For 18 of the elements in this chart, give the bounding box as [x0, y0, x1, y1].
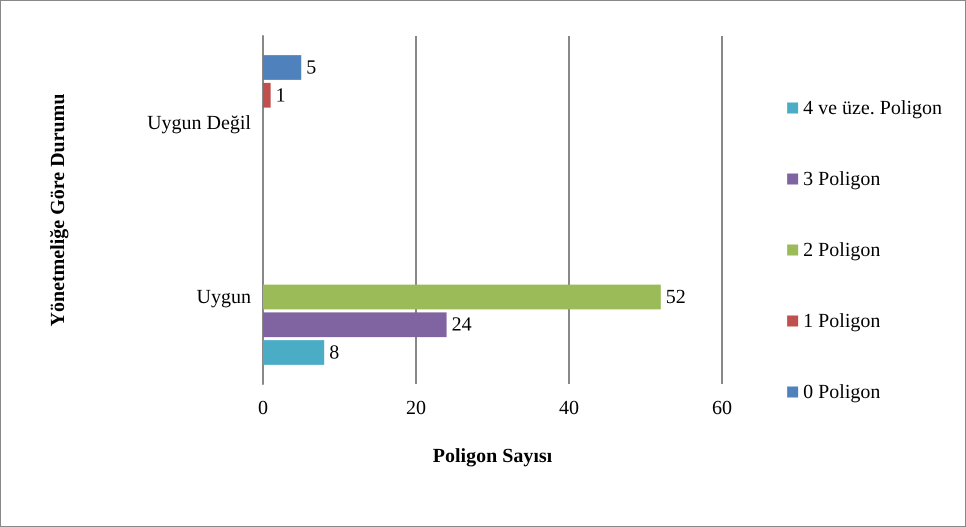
legend-label: 0 Poligon	[803, 381, 880, 403]
x-tick-label: 40	[559, 397, 579, 419]
data-label: 8	[329, 341, 340, 364]
legend-label: 1 Poligon	[803, 310, 880, 332]
x-tick-label: 0	[258, 397, 268, 419]
data-label: 52	[666, 286, 686, 308]
legend-label: 2 Poligon	[803, 239, 880, 261]
x-tick-label: 20	[406, 397, 426, 419]
x-tick-label: 60	[712, 397, 732, 419]
data-label: 5	[306, 56, 316, 79]
y-axis-title: Yönetmeliğe Göre Durumu	[47, 94, 69, 326]
legend-label: 3 Poligon	[803, 168, 880, 190]
x-axis-title: Poligon Sayısı	[432, 445, 553, 467]
data-label: 24	[452, 314, 472, 336]
legend-label: 4 ve üze. Poligon	[803, 97, 942, 119]
data-label: 1	[276, 84, 286, 106]
y-tick-label: Uygun Değil	[147, 112, 252, 134]
y-tick-label: Uygun	[196, 286, 251, 308]
